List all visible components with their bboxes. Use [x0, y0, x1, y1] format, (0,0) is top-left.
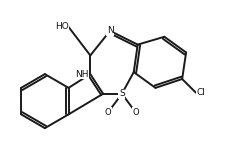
Text: Cl: Cl: [197, 88, 206, 97]
Text: N: N: [107, 26, 114, 35]
Text: NH: NH: [75, 70, 88, 79]
Text: HO: HO: [55, 22, 69, 31]
Text: O: O: [132, 108, 139, 117]
Text: O: O: [105, 108, 111, 117]
Text: S: S: [119, 89, 125, 98]
